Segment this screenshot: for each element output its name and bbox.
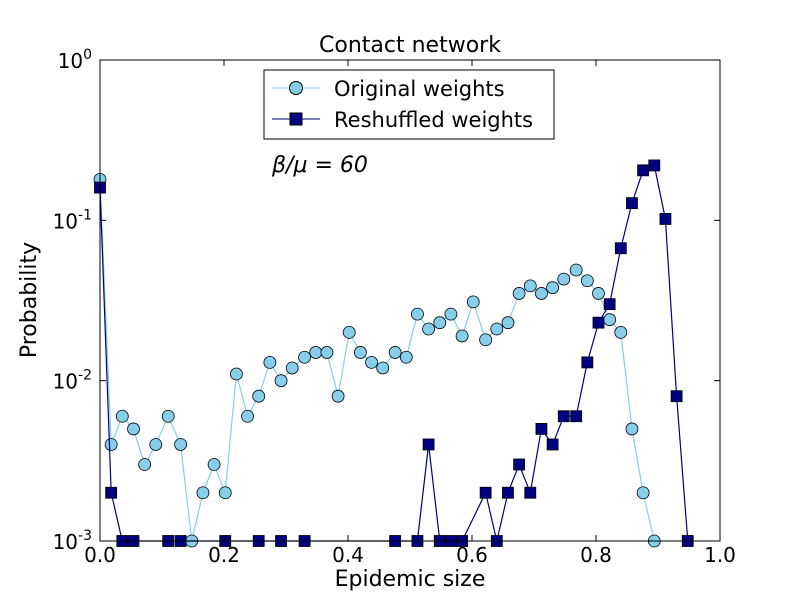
x-tick-label: 1.0 bbox=[704, 543, 736, 567]
data-point bbox=[535, 423, 548, 435]
data-point bbox=[626, 197, 638, 210]
data-point bbox=[309, 346, 323, 359]
data-point bbox=[263, 355, 277, 369]
legend-label-original: Original weights bbox=[334, 77, 505, 101]
legend-label-reshuffled: Reshuffled weights bbox=[334, 108, 533, 132]
data-point bbox=[411, 307, 424, 321]
data-point bbox=[592, 287, 605, 300]
data-point bbox=[229, 367, 243, 381]
x-tick-label: 0.0 bbox=[84, 543, 116, 567]
x-axis-label: Epidemic size bbox=[335, 567, 486, 592]
data-point bbox=[670, 390, 683, 403]
data-point bbox=[196, 486, 210, 500]
data-point bbox=[388, 346, 402, 359]
y-tick-exponent: -1 bbox=[78, 207, 92, 223]
data-point bbox=[546, 438, 559, 451]
plot-frame bbox=[99, 59, 721, 542]
data-point bbox=[513, 458, 526, 471]
data-point bbox=[546, 281, 559, 295]
data-point bbox=[580, 274, 594, 288]
y-tick-base: 10 bbox=[53, 370, 78, 394]
x-tick-label: 0.4 bbox=[332, 543, 364, 567]
x-tick-label: 0.8 bbox=[580, 543, 612, 567]
data-point bbox=[320, 346, 334, 359]
data-point bbox=[376, 361, 390, 375]
data-point bbox=[149, 438, 163, 451]
data-point bbox=[479, 486, 492, 499]
data-point bbox=[659, 213, 672, 225]
x-tick-label: 0.6 bbox=[456, 543, 488, 567]
data-point bbox=[523, 279, 537, 293]
data-point bbox=[502, 486, 514, 499]
data-point bbox=[569, 263, 583, 277]
data-point bbox=[422, 438, 435, 451]
series-original-weights bbox=[93, 173, 661, 548]
data-point bbox=[218, 486, 232, 500]
data-point bbox=[207, 458, 221, 471]
data-point bbox=[241, 409, 254, 423]
data-point bbox=[603, 298, 616, 311]
y-tick-label: 100 bbox=[58, 47, 92, 73]
data-point bbox=[274, 374, 288, 388]
y-tick-base: 10 bbox=[58, 49, 83, 73]
y-tick-exponent: -3 bbox=[78, 528, 92, 544]
data-point bbox=[161, 409, 175, 423]
y-tick-label: 10-2 bbox=[53, 368, 92, 394]
chart-title: Contact network bbox=[319, 33, 501, 58]
data-point bbox=[298, 350, 312, 364]
data-point bbox=[422, 322, 436, 336]
data-point bbox=[115, 409, 129, 423]
data-point bbox=[625, 422, 639, 436]
data-point bbox=[399, 350, 413, 364]
data-point bbox=[637, 164, 650, 177]
data-point bbox=[365, 355, 378, 369]
data-point bbox=[353, 346, 367, 359]
data-point bbox=[433, 316, 447, 330]
data-point bbox=[557, 410, 570, 423]
y-tick-label: 10-1 bbox=[53, 207, 92, 233]
data-point bbox=[614, 242, 627, 255]
y-tick-label: 10-3 bbox=[53, 528, 92, 554]
x-tick-label: 0.2 bbox=[208, 543, 240, 567]
data-point bbox=[105, 486, 118, 499]
data-point bbox=[127, 422, 140, 436]
data-point bbox=[512, 287, 526, 300]
data-point bbox=[104, 438, 118, 451]
data-point bbox=[636, 486, 650, 500]
legend-marker-reshuffled bbox=[289, 112, 303, 126]
data-point bbox=[648, 159, 661, 172]
data-point bbox=[570, 410, 583, 423]
data-point bbox=[614, 326, 628, 339]
data-point bbox=[490, 322, 504, 336]
data-point bbox=[603, 313, 617, 327]
legend: Original weights Reshuffled weights bbox=[263, 69, 555, 140]
plot-area bbox=[100, 60, 720, 541]
data-point bbox=[331, 389, 345, 403]
data-point bbox=[252, 389, 266, 403]
data-point bbox=[535, 287, 548, 300]
data-point bbox=[342, 326, 356, 339]
y-tick-exponent: -2 bbox=[78, 368, 92, 384]
data-point bbox=[524, 486, 537, 499]
data-point bbox=[174, 438, 188, 451]
legend-marker-original bbox=[289, 81, 303, 95]
data-point bbox=[466, 295, 480, 309]
data-point bbox=[557, 272, 571, 286]
data-point bbox=[138, 458, 152, 471]
y-tick-base: 10 bbox=[53, 209, 78, 233]
beta-mu-annotation: β/μ = 60 bbox=[271, 153, 368, 178]
data-point bbox=[501, 316, 515, 330]
y-axis-label: Probability bbox=[17, 242, 42, 358]
data-point bbox=[455, 329, 469, 343]
data-point bbox=[479, 333, 493, 347]
data-point bbox=[592, 316, 605, 329]
data-point bbox=[285, 361, 299, 375]
y-tick-base: 10 bbox=[53, 530, 78, 554]
legend-box bbox=[263, 69, 555, 140]
y-tick-exponent: 0 bbox=[83, 47, 92, 63]
data-point bbox=[581, 356, 594, 369]
data-point bbox=[444, 307, 458, 321]
